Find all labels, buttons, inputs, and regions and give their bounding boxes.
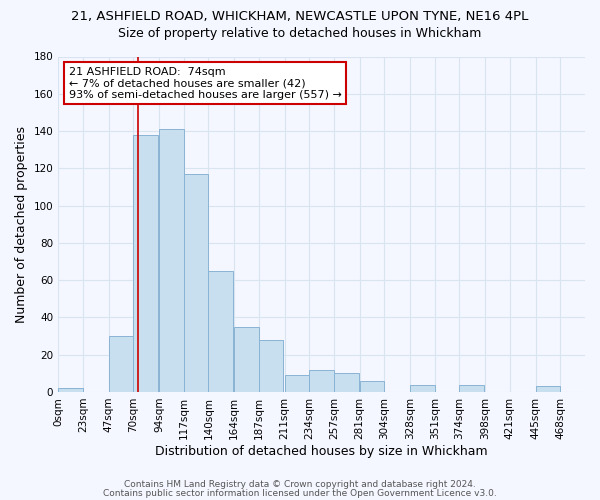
Text: Contains public sector information licensed under the Open Government Licence v3: Contains public sector information licen… <box>103 488 497 498</box>
Bar <box>259 340 283 392</box>
Bar <box>208 271 233 392</box>
Bar <box>334 374 359 392</box>
Text: Contains HM Land Registry data © Crown copyright and database right 2024.: Contains HM Land Registry data © Crown c… <box>124 480 476 489</box>
Bar <box>159 129 184 392</box>
Text: Size of property relative to detached houses in Whickham: Size of property relative to detached ho… <box>118 28 482 40</box>
Bar <box>133 135 158 392</box>
Bar <box>109 336 133 392</box>
Bar <box>536 386 560 392</box>
Text: 21 ASHFIELD ROAD:  74sqm
← 7% of detached houses are smaller (42)
93% of semi-de: 21 ASHFIELD ROAD: 74sqm ← 7% of detached… <box>69 66 341 100</box>
Bar <box>410 384 435 392</box>
X-axis label: Distribution of detached houses by size in Whickham: Distribution of detached houses by size … <box>155 444 488 458</box>
Text: 21, ASHFIELD ROAD, WHICKHAM, NEWCASTLE UPON TYNE, NE16 4PL: 21, ASHFIELD ROAD, WHICKHAM, NEWCASTLE U… <box>71 10 529 23</box>
Y-axis label: Number of detached properties: Number of detached properties <box>15 126 28 322</box>
Bar <box>234 326 259 392</box>
Bar <box>284 375 309 392</box>
Bar <box>359 381 385 392</box>
Bar <box>58 388 83 392</box>
Bar <box>309 370 334 392</box>
Bar <box>460 384 484 392</box>
Bar <box>184 174 208 392</box>
